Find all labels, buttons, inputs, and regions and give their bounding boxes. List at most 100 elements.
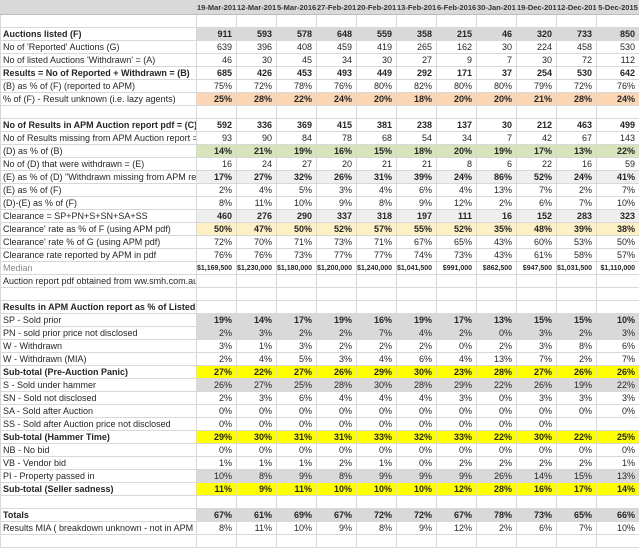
cell[interactable]: [317, 15, 357, 28]
cell[interactable]: 29%: [197, 431, 237, 444]
cell[interactable]: [437, 535, 477, 548]
cell[interactable]: $1,169,500: [197, 262, 237, 275]
cell[interactable]: [317, 275, 357, 288]
cell[interactable]: 12%: [437, 483, 477, 496]
cell[interactable]: [197, 535, 237, 548]
cell[interactable]: 3%: [437, 392, 477, 405]
cell[interactable]: 4%: [397, 327, 437, 340]
cell[interactable]: 28%: [477, 483, 517, 496]
cell[interactable]: 0%: [317, 418, 357, 431]
cell[interactable]: 74%: [397, 249, 437, 262]
cell[interactable]: 61%: [517, 249, 557, 262]
cell[interactable]: [477, 275, 517, 288]
cell[interactable]: 17%: [517, 145, 557, 158]
cell[interactable]: 415: [317, 119, 357, 132]
row-label[interactable]: SN - Sold not disclosed: [1, 392, 197, 405]
cell[interactable]: 22%: [477, 431, 517, 444]
column-header[interactable]: 20-Feb-2016: [357, 1, 397, 15]
cell[interactable]: 1%: [597, 457, 639, 470]
cell[interactable]: 26%: [557, 366, 597, 379]
cell[interactable]: [237, 301, 277, 314]
cell[interactable]: 0%: [237, 418, 277, 431]
cell[interactable]: 0%: [477, 418, 517, 431]
cell[interactable]: [597, 496, 639, 509]
cell[interactable]: [437, 496, 477, 509]
cell[interactable]: 19%: [557, 379, 597, 392]
cell[interactable]: 0%: [517, 418, 557, 431]
cell[interactable]: 22: [517, 158, 557, 171]
cell[interactable]: 0%: [397, 444, 437, 457]
cell[interactable]: 24%: [557, 171, 597, 184]
cell[interactable]: 32%: [397, 431, 437, 444]
cell[interactable]: 9%: [317, 197, 357, 210]
cell[interactable]: 11%: [277, 483, 317, 496]
row-label[interactable]: Results in APM Auction report as % of Li…: [1, 301, 197, 314]
cell[interactable]: 22%: [277, 93, 317, 106]
cell[interactable]: [517, 15, 557, 28]
cell[interactable]: [357, 15, 397, 28]
cell[interactable]: [517, 496, 557, 509]
cell[interactable]: 19%: [397, 314, 437, 327]
cell[interactable]: 0%: [277, 444, 317, 457]
cell[interactable]: 9%: [397, 470, 437, 483]
cell[interactable]: 26%: [317, 171, 357, 184]
cell[interactable]: 4%: [357, 392, 397, 405]
cell[interactable]: 2%: [477, 522, 517, 535]
cell[interactable]: 3%: [317, 184, 357, 197]
cell[interactable]: 28%: [237, 93, 277, 106]
cell[interactable]: 29%: [437, 379, 477, 392]
cell[interactable]: 1%: [237, 457, 277, 470]
cell[interactable]: 30: [477, 119, 517, 132]
cell[interactable]: 0%: [197, 418, 237, 431]
cell[interactable]: [437, 106, 477, 119]
cell[interactable]: 337: [317, 210, 357, 223]
cell[interactable]: 11%: [237, 522, 277, 535]
cell[interactable]: [397, 106, 437, 119]
cell[interactable]: 28%: [557, 93, 597, 106]
cell[interactable]: 2%: [477, 340, 517, 353]
cell[interactable]: 33%: [437, 431, 477, 444]
cell[interactable]: 79%: [517, 80, 557, 93]
cell[interactable]: 24%: [317, 93, 357, 106]
cell[interactable]: 6%: [397, 353, 437, 366]
cell[interactable]: 19%: [197, 314, 237, 327]
cell[interactable]: 10%: [317, 483, 357, 496]
cell[interactable]: 499: [597, 119, 639, 132]
cell[interactable]: 4%: [237, 353, 277, 366]
row-label[interactable]: [1, 288, 197, 301]
cell[interactable]: 37: [477, 67, 517, 80]
cell[interactable]: 10%: [597, 522, 639, 535]
cell[interactable]: 2%: [517, 457, 557, 470]
cell[interactable]: 593: [237, 28, 277, 41]
cell[interactable]: [597, 275, 639, 288]
cell[interactable]: 6%: [397, 184, 437, 197]
cell[interactable]: 24%: [437, 171, 477, 184]
cell[interactable]: 4%: [237, 184, 277, 197]
cell[interactable]: [197, 288, 237, 301]
row-label[interactable]: Clearance rate reported by APM in pdf: [1, 249, 197, 262]
cell[interactable]: 39%: [397, 171, 437, 184]
cell[interactable]: 6%: [277, 392, 317, 405]
cell[interactable]: [517, 275, 557, 288]
cell[interactable]: 59: [597, 158, 639, 171]
cell[interactable]: 22%: [597, 379, 639, 392]
cell[interactable]: 3%: [197, 340, 237, 353]
cell[interactable]: 290: [277, 210, 317, 223]
cell[interactable]: [197, 275, 237, 288]
cell[interactable]: 3%: [597, 392, 639, 405]
cell[interactable]: 8%: [317, 470, 357, 483]
cell[interactable]: 0%: [317, 405, 357, 418]
cell[interactable]: 578: [277, 28, 317, 41]
cell[interactable]: $991,000: [437, 262, 477, 275]
column-header[interactable]: 12-Mar-2016: [237, 1, 277, 15]
cell[interactable]: 11%: [197, 483, 237, 496]
cell[interactable]: 459: [317, 41, 357, 54]
cell[interactable]: 35%: [477, 223, 517, 236]
cell[interactable]: 19%: [477, 145, 517, 158]
cell[interactable]: 21: [397, 158, 437, 171]
cell[interactable]: [437, 275, 477, 288]
row-label[interactable]: Clearance' rate as % of F (using APM pdf…: [1, 223, 197, 236]
cell[interactable]: 283: [557, 210, 597, 223]
cell[interactable]: [357, 535, 397, 548]
cell[interactable]: 20: [317, 158, 357, 171]
